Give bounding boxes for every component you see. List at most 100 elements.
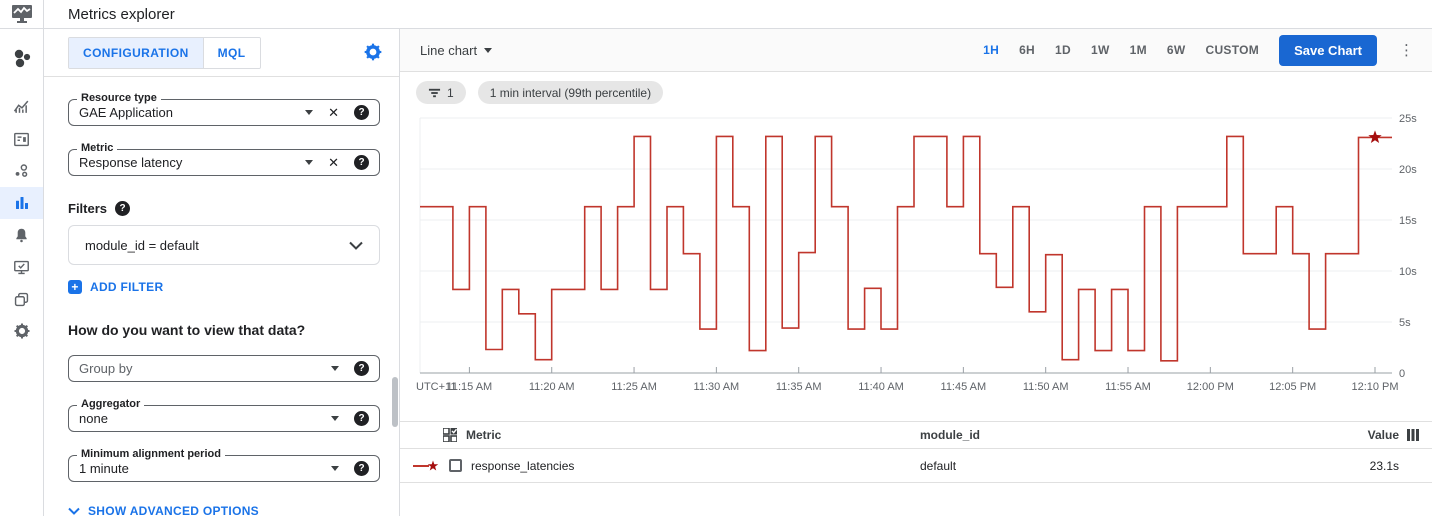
funnel-icon <box>428 88 441 98</box>
metric-field[interactable]: Metric Response latency ✕ ? <box>68 149 380 176</box>
app-header: Metrics explorer <box>0 0 1432 29</box>
chevron-down-icon <box>68 507 80 515</box>
svg-text:20s: 20s <box>1399 164 1417 176</box>
metric-value: Response latency <box>79 155 182 170</box>
monitoring-logo-icon[interactable] <box>0 0 44 28</box>
filters-heading-label: Filters <box>68 201 107 216</box>
svg-text:5s: 5s <box>1399 317 1411 329</box>
chart-settings-gear-icon[interactable] <box>363 42 383 62</box>
config-tabs-section: CONFIGURATION MQL <box>44 29 399 77</box>
filter-expression: module_id = default <box>85 238 199 253</box>
range-1d[interactable]: 1D <box>1055 43 1071 57</box>
svg-text:12:00 PM: 12:00 PM <box>1187 381 1234 393</box>
range-1h[interactable]: 1H <box>983 43 999 57</box>
panel-scrollbar[interactable] <box>392 377 398 427</box>
plus-icon: + <box>68 280 82 294</box>
help-icon[interactable]: ? <box>354 105 369 120</box>
table-row[interactable]: response_latencies default 23.1s <box>400 449 1432 483</box>
chart-toolbar: Line chart 1H 6H 1D 1W 1M 6W CUSTOM Save… <box>400 29 1432 72</box>
chips-row: 1 1 min interval (99th percentile) <box>416 81 1432 104</box>
svg-text:15s: 15s <box>1399 215 1417 227</box>
config-panel: CONFIGURATION MQL Resource type GAE Appl… <box>44 29 400 516</box>
groups-icon[interactable] <box>0 283 43 315</box>
range-6w[interactable]: 6W <box>1167 43 1186 57</box>
settings-gear-icon[interactable] <box>0 315 43 347</box>
select-all-grid-icon[interactable] <box>443 428 457 442</box>
svg-text:12:05 PM: 12:05 PM <box>1269 381 1316 393</box>
resource-type-value: GAE Application <box>79 105 173 120</box>
svg-text:11:20 AM: 11:20 AM <box>529 381 575 393</box>
filter-count: 1 <box>447 86 454 100</box>
aggregator-value: none <box>79 411 108 426</box>
page-title: Metrics explorer <box>68 6 175 23</box>
dropdown-caret-icon[interactable] <box>331 416 339 421</box>
help-icon[interactable]: ? <box>115 201 130 216</box>
chart-type-dropdown[interactable]: Line chart <box>420 43 492 58</box>
chevron-down-icon[interactable] <box>349 241 363 250</box>
svg-text:25s: 25s <box>1399 113 1417 125</box>
alignment-period-value: 1 minute <box>79 461 129 476</box>
metrics-line-icon[interactable] <box>0 91 43 123</box>
cluster-icon[interactable] <box>0 41 43 77</box>
svg-text:UTC+11: UTC+11 <box>416 381 456 393</box>
aggregator-field[interactable]: Aggregator none ? <box>68 405 380 432</box>
help-icon[interactable]: ? <box>354 361 369 376</box>
clear-icon[interactable]: ✕ <box>328 106 339 119</box>
dropdown-caret-icon[interactable] <box>331 466 339 471</box>
svg-text:11:40 AM: 11:40 AM <box>858 381 904 393</box>
metrics-explorer-icon[interactable] <box>0 187 43 219</box>
tab-mql[interactable]: MQL <box>204 38 260 68</box>
uptime-checks-icon[interactable] <box>0 251 43 283</box>
svg-text:11:25 AM: 11:25 AM <box>611 381 657 393</box>
row-metric-name: response_latencies <box>471 459 574 473</box>
dropdown-caret-icon[interactable] <box>305 160 313 165</box>
table-header: Metric module_id Value <box>400 421 1432 449</box>
interval-chip-label: 1 min interval (99th percentile) <box>490 86 651 100</box>
range-1w[interactable]: 1W <box>1091 43 1110 57</box>
series-legend-icon <box>413 459 440 473</box>
interval-chip[interactable]: 1 min interval (99th percentile) <box>478 81 663 104</box>
aggregator-label: Aggregator <box>77 398 144 410</box>
svg-text:11:30 AM: 11:30 AM <box>694 381 740 393</box>
add-filter-button[interactable]: + ADD FILTER <box>68 280 163 294</box>
svg-text:11:55 AM: 11:55 AM <box>1105 381 1151 393</box>
more-options-kebab-icon[interactable]: ⋮ <box>1397 41 1416 59</box>
help-icon[interactable]: ? <box>354 155 369 170</box>
range-6h[interactable]: 6H <box>1019 43 1035 57</box>
metric-label: Metric <box>77 142 117 154</box>
dropdown-caret-icon[interactable] <box>331 366 339 371</box>
clear-icon[interactable]: ✕ <box>328 156 339 169</box>
svg-text:0: 0 <box>1399 368 1405 380</box>
col-value: Value <box>1368 428 1399 442</box>
col-module-id: module_id <box>920 428 980 442</box>
row-checkbox[interactable] <box>449 459 462 472</box>
resource-type-label: Resource type <box>77 92 161 104</box>
help-icon[interactable]: ? <box>354 461 369 476</box>
svg-text:11:35 AM: 11:35 AM <box>776 381 822 393</box>
col-metric: Metric <box>466 428 501 442</box>
filter-count-chip[interactable]: 1 <box>416 81 466 104</box>
dropdown-caret-icon[interactable] <box>305 110 313 115</box>
alerting-bell-icon[interactable] <box>0 219 43 251</box>
services-icon[interactable] <box>0 155 43 187</box>
group-by-field[interactable]: Group by ? <box>68 355 380 382</box>
group-by-placeholder: Group by <box>79 361 132 376</box>
alignment-period-label: Minimum alignment period <box>77 448 225 460</box>
resource-type-field[interactable]: Resource type GAE Application ✕ ? <box>68 99 380 126</box>
nav-rail <box>0 29 44 516</box>
range-custom[interactable]: CUSTOM <box>1205 43 1259 57</box>
filter-chip-row[interactable]: module_id = default <box>68 225 380 265</box>
svg-text:11:45 AM: 11:45 AM <box>941 381 987 393</box>
dropdown-caret-icon <box>484 48 492 53</box>
series-table: Metric module_id Value response_latencie <box>400 421 1432 483</box>
columns-icon[interactable] <box>1407 429 1419 441</box>
tab-configuration[interactable]: CONFIGURATION <box>69 38 204 68</box>
range-1m[interactable]: 1M <box>1130 43 1147 57</box>
help-icon[interactable]: ? <box>354 411 369 426</box>
save-chart-button[interactable]: Save Chart <box>1279 35 1377 66</box>
alignment-period-field[interactable]: Minimum alignment period 1 minute ? <box>68 455 380 482</box>
dashboards-icon[interactable] <box>0 123 43 155</box>
svg-text:10s: 10s <box>1399 266 1417 278</box>
row-value: 23.1s <box>1370 459 1399 473</box>
